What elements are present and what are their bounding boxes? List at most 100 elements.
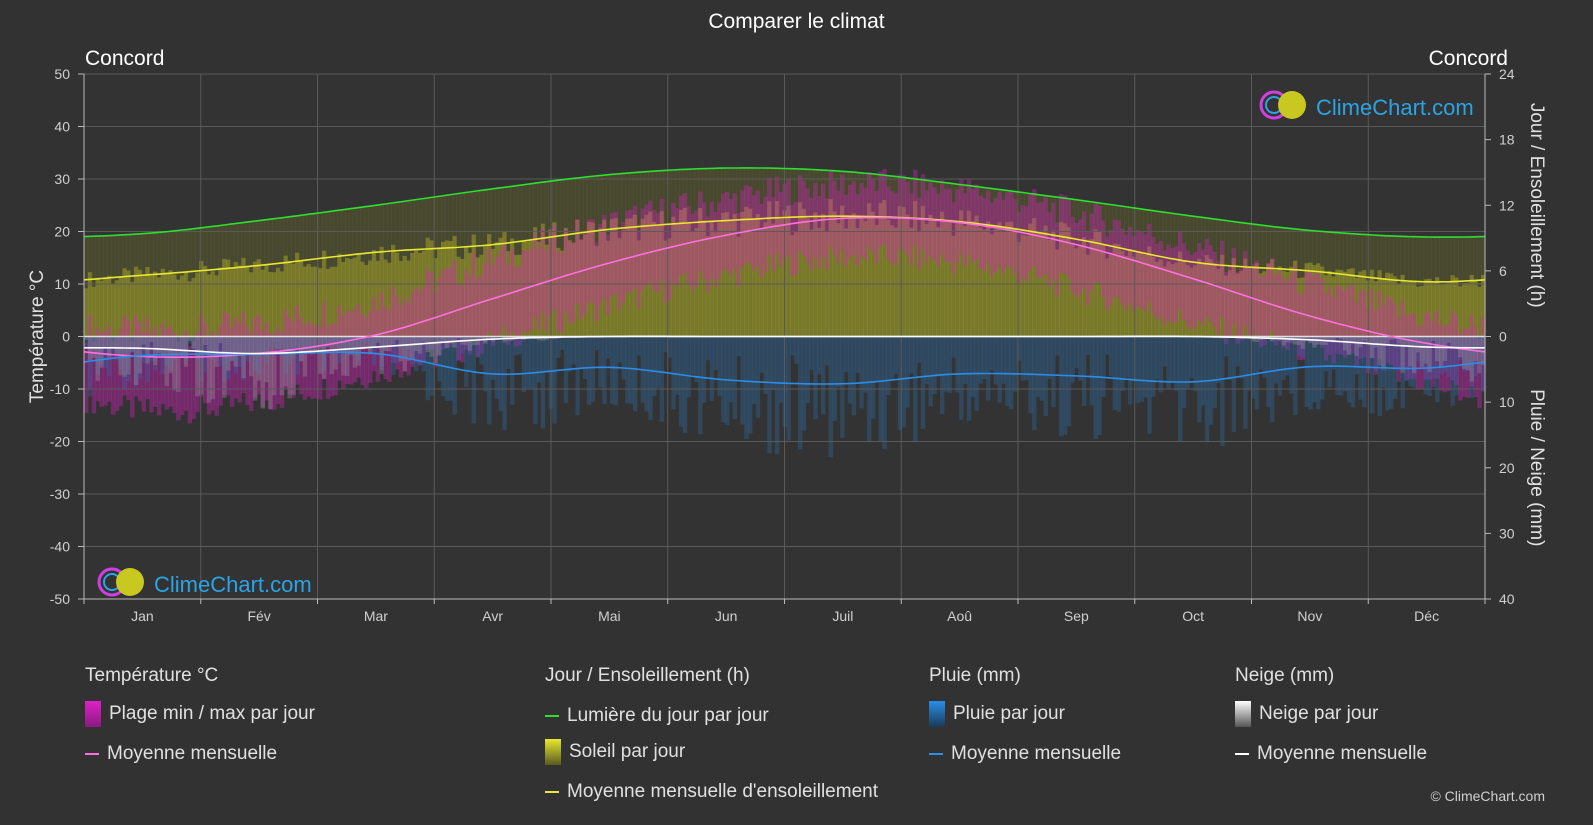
sunshine-day-bar	[337, 253, 342, 337]
rain-day-bar	[1369, 336, 1375, 414]
daylight-day-bar	[517, 185, 523, 337]
rain-day-bar	[1158, 336, 1164, 393]
temp-range-day-bar	[444, 267, 450, 348]
daylight-day-bar	[552, 180, 557, 337]
sunshine-day-bar	[1032, 218, 1037, 337]
temp-range-day-bar	[909, 193, 914, 266]
rain-day-bar	[909, 336, 914, 374]
temp-range-day-bar	[794, 201, 799, 274]
legend-sunshine: Soleil par jour	[545, 739, 685, 765]
rain-day-bar	[533, 336, 538, 424]
sunshine-day-bar	[329, 266, 335, 337]
temp-range-day-bar	[264, 321, 269, 401]
temp-range-day-bar	[701, 202, 707, 280]
rain-day-bar	[748, 336, 753, 434]
daylight-day-bar	[1043, 195, 1049, 337]
rain-day-bar	[767, 336, 772, 454]
temp-range-day-bar	[1404, 314, 1409, 380]
snow-day-bar	[310, 336, 315, 355]
rain-day-bar	[130, 336, 135, 353]
temp-range-day-bar	[302, 324, 308, 400]
temp-range-day-bar	[1342, 290, 1348, 358]
sun-mean-line	[83, 215, 1486, 283]
snow-day-bar	[1354, 336, 1359, 357]
daylight-day-bar	[364, 206, 369, 337]
sunshine-day-bar	[483, 245, 488, 337]
daylight-day-bar	[360, 207, 365, 337]
temp-range-day-bar	[130, 341, 135, 418]
snow-day-bar	[183, 336, 189, 367]
rain-day-bar	[437, 336, 442, 382]
daylight-day-bar	[698, 168, 703, 337]
temp-range-day-bar	[805, 188, 811, 263]
daylight-day-bar	[264, 219, 269, 337]
sunshine-day-bar	[87, 272, 93, 337]
rain-day-bar	[1231, 336, 1237, 433]
rain-day-bar	[943, 336, 949, 392]
daylight-day-bar	[1412, 236, 1417, 337]
snow-day-bar	[329, 336, 335, 375]
temp-range-day-bar	[1154, 243, 1160, 320]
watermark-bottom-text: ClimeChart.com	[154, 572, 312, 597]
temp-range-day-bar	[1285, 281, 1290, 351]
snow-day-bar	[210, 336, 216, 400]
rain-day-bar	[1143, 336, 1148, 398]
temp-range-day-bar	[1258, 277, 1263, 348]
temp-range-day-bar	[1362, 289, 1367, 358]
daylight-day-bar	[126, 234, 131, 337]
rain-day-bar	[763, 336, 768, 394]
daylight-day-bar	[1131, 207, 1137, 337]
daylight-day-bar	[1208, 218, 1214, 337]
snow-day-bar	[1281, 336, 1287, 346]
daylight-day-bar	[955, 184, 960, 337]
daylight-day-bar	[1339, 232, 1344, 337]
rain-day-bar	[701, 336, 707, 403]
rain-day-bar	[1362, 336, 1367, 408]
rain-day-bar	[1243, 336, 1248, 429]
rain-day-bar	[759, 336, 764, 373]
snow-day-bar	[222, 336, 227, 398]
rain-day-bar	[820, 336, 826, 415]
x-tick-label: Nov	[1297, 608, 1322, 624]
daylight-day-bar	[1289, 228, 1294, 337]
daylight-day-bar	[721, 168, 726, 337]
snow-day-bar	[1273, 336, 1279, 339]
daylight-day-bar	[467, 191, 473, 337]
temp-range-day-bar	[717, 202, 722, 279]
rain-day-bar	[594, 336, 599, 351]
sunshine-day-bar	[1381, 277, 1386, 337]
snow-day-bar	[114, 336, 120, 354]
temp-range-day-bar	[863, 187, 868, 261]
daylight-day-bar	[114, 235, 120, 337]
daylight-day-bar	[1408, 236, 1413, 337]
temp-range-day-bar	[268, 333, 273, 410]
rain-day-bar	[1285, 336, 1290, 376]
snow-mean-line	[84, 335, 1485, 355]
sunshine-day-bar	[882, 199, 887, 337]
rain-day-bar	[1212, 336, 1217, 409]
temp-range-day-bar	[199, 314, 204, 397]
daylight-day-bar	[686, 169, 692, 337]
temp-range-day-bar	[252, 317, 258, 398]
sunshine-day-bar	[1392, 276, 1398, 337]
sunshine-day-bar	[736, 236, 741, 337]
daylight-day-bar	[1216, 219, 1221, 337]
sunshine-day-bar	[901, 207, 907, 337]
sunshine-day-bar	[801, 208, 807, 337]
snow-day-bar	[540, 336, 546, 341]
daylight-day-bar	[314, 213, 319, 337]
sunshine-day-bar	[1020, 234, 1025, 337]
temp-range-day-bar	[440, 270, 446, 350]
legend-sunshine-label: Soleil par jour	[569, 741, 686, 762]
temp-range-day-bar	[471, 253, 477, 336]
sunshine-day-bar	[95, 277, 100, 337]
daylight-day-bar	[402, 201, 408, 337]
sunshine-day-bar	[667, 238, 672, 337]
rain-day-bar	[1147, 336, 1152, 434]
daylight-day-bar	[959, 184, 964, 337]
rain-day-bar	[137, 336, 143, 379]
temp-range-day-bar	[452, 260, 457, 342]
daylight-day-bar	[110, 235, 116, 337]
daylight-day-bar	[859, 172, 864, 337]
rain-day-bar	[1016, 336, 1022, 361]
